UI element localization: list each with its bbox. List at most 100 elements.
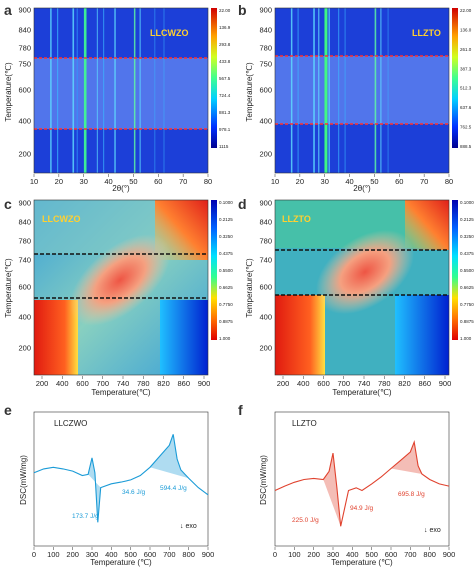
diffraction-line — [96, 8, 98, 173]
panel-a-colorbar-ticks: 22.00 136.9 293.8 433.8 567.5 724.4 881.3 978.1… — [219, 8, 231, 149]
panel-d-diagonal-band — [315, 229, 415, 315]
panel-a-mid-region — [34, 58, 208, 129]
panel-e-enthalpy-2: 34.6 J/g — [122, 489, 146, 496]
panel-e-xlabel: Temperature (℃) — [90, 558, 152, 567]
panel-d-ylabel: Temperature(℃) — [245, 258, 254, 318]
panel-f-x-ticks: 0 100 200 300 400 500 600 700 800 900 — [273, 547, 455, 559]
colorbar-tick-label: 0.4375 — [219, 251, 233, 256]
panel-letter-b: b — [238, 2, 247, 18]
diffraction-line — [114, 8, 116, 173]
x-tick-label: 740 — [358, 379, 371, 388]
panel-a-ylabel: Temperature(℃) — [4, 62, 13, 122]
panel-b-xlabel: 2θ(°) — [353, 184, 371, 193]
x-tick-label: 300 — [327, 550, 340, 559]
colorbar-tick-label: 1115 — [219, 144, 229, 149]
x-tick-label: 400 — [105, 550, 118, 559]
colorbar-tick-label: 0.7750 — [219, 302, 233, 307]
colorbar-tick-label: 293.8 — [219, 42, 231, 47]
y-tick-label: 840 — [259, 218, 272, 227]
y-tick-label: 900 — [259, 199, 272, 208]
x-tick-label: 100 — [47, 550, 60, 559]
panel-e-x-ticks: 0 100 200 300 400 500 600 700 800 900 — [32, 547, 214, 559]
colorbar-tick-label: 387.3 — [460, 66, 472, 71]
x-tick-label: 780 — [137, 379, 150, 388]
panel-d-right-cold — [395, 295, 449, 375]
y-tick-label: 840 — [259, 26, 272, 35]
y-tick-label: 780 — [18, 237, 31, 246]
diffraction-line — [290, 8, 293, 173]
y-tick-label: 200 — [18, 150, 31, 159]
x-tick-label: 800 — [423, 550, 436, 559]
panel-e-frame — [33, 411, 209, 547]
diffraction-line — [328, 8, 330, 173]
panel-d-x-ticks: 200 400 600 700 740 780 820 860 900 — [277, 376, 452, 388]
y-tick-label: 900 — [18, 6, 31, 15]
colorbar-tick-label: 1.000 — [219, 336, 231, 341]
colorbar-tick-label: 22.00 — [460, 8, 472, 13]
colorbar-tick-label: 1.000 — [460, 336, 472, 341]
x-tick-label: 820 — [398, 379, 411, 388]
panel-letter-d: d — [238, 196, 247, 212]
x-tick-label: 860 — [418, 379, 431, 388]
panel-f-dsc-plot: LLZTO 225.0 J/g 94.9 J/g 695.8 J/g ↓ exo… — [259, 411, 455, 567]
panel-b-xrd-map: LLZTO 22.00 136.0 261.0 387.3 512.3 637.6 762.… — [245, 6, 472, 194]
panel-d-frame — [274, 199, 450, 376]
x-tick-label: 40 — [104, 177, 112, 186]
panel-b-mid-region — [275, 56, 449, 124]
x-tick-label: 900 — [439, 379, 452, 388]
y-tick-label: 900 — [259, 6, 272, 15]
y-tick-label: 600 — [259, 86, 272, 95]
x-tick-label: 500 — [365, 550, 378, 559]
x-tick-label: 400 — [346, 550, 359, 559]
y-tick-label: 750 — [259, 60, 272, 69]
diffraction-line — [154, 8, 156, 173]
colorbar-tick-label: 0.3250 — [219, 234, 233, 239]
x-tick-label: 900 — [202, 550, 215, 559]
peak-area — [391, 442, 422, 474]
x-tick-label: 400 — [56, 379, 69, 388]
x-tick-label: 0 — [273, 550, 277, 559]
panel-f-exo-indicator: ↓ exo — [424, 527, 441, 534]
y-tick-label: 400 — [259, 117, 272, 126]
colorbar-tick-label: 0.7750 — [460, 302, 474, 307]
x-tick-label: 900 — [198, 379, 211, 388]
x-tick-label: 30 — [80, 177, 88, 186]
x-tick-label: 500 — [124, 550, 137, 559]
x-tick-label: 860 — [177, 379, 190, 388]
x-tick-label: 600 — [76, 379, 89, 388]
panel-a-diffraction-lines — [50, 8, 165, 173]
panel-f-dsc-curve — [274, 440, 450, 527]
x-tick-label: 600 — [317, 379, 330, 388]
x-tick-label: 700 — [96, 379, 109, 388]
colorbar-tick-label: 0.3250 — [460, 234, 474, 239]
y-tick-label: 200 — [259, 150, 272, 159]
panel-c-colorbar — [211, 200, 217, 340]
panel-b-y-ticks: 900 840 780 750 600 400 200 — [259, 6, 272, 159]
panel-c-left-hot — [34, 300, 78, 375]
x-tick-label: 80 — [204, 177, 212, 186]
y-tick-label: 600 — [18, 283, 31, 292]
x-tick-label: 900 — [443, 550, 456, 559]
panel-c-diagonal-band — [69, 234, 171, 326]
diffraction-line — [344, 8, 346, 173]
peak-area — [323, 453, 341, 527]
diffraction-line — [163, 8, 165, 173]
panel-letter-a: a — [4, 2, 12, 18]
x-tick-label: 60 — [154, 177, 162, 186]
x-tick-label: 70 — [179, 177, 187, 186]
diffraction-line — [387, 8, 389, 173]
colorbar-tick-label: 0.6625 — [460, 285, 474, 290]
diffraction-line — [76, 8, 78, 173]
panel-c-colorbar-ticks: 0.1000 0.2125 0.3250 0.4375 0.5500 0.6625 0.77… — [219, 200, 233, 341]
y-tick-label: 740 — [259, 256, 272, 265]
panel-d-hot-corner — [405, 200, 449, 250]
panel-f-sample-label: LLZTO — [292, 419, 317, 428]
y-tick-label: 400 — [259, 313, 272, 322]
diffraction-line — [318, 8, 320, 173]
x-tick-label: 70 — [420, 177, 428, 186]
diffraction-line — [83, 8, 87, 173]
panel-f-enthalpy-3: 695.8 J/g — [398, 491, 425, 498]
x-tick-label: 200 — [36, 379, 49, 388]
y-tick-label: 750 — [18, 60, 31, 69]
